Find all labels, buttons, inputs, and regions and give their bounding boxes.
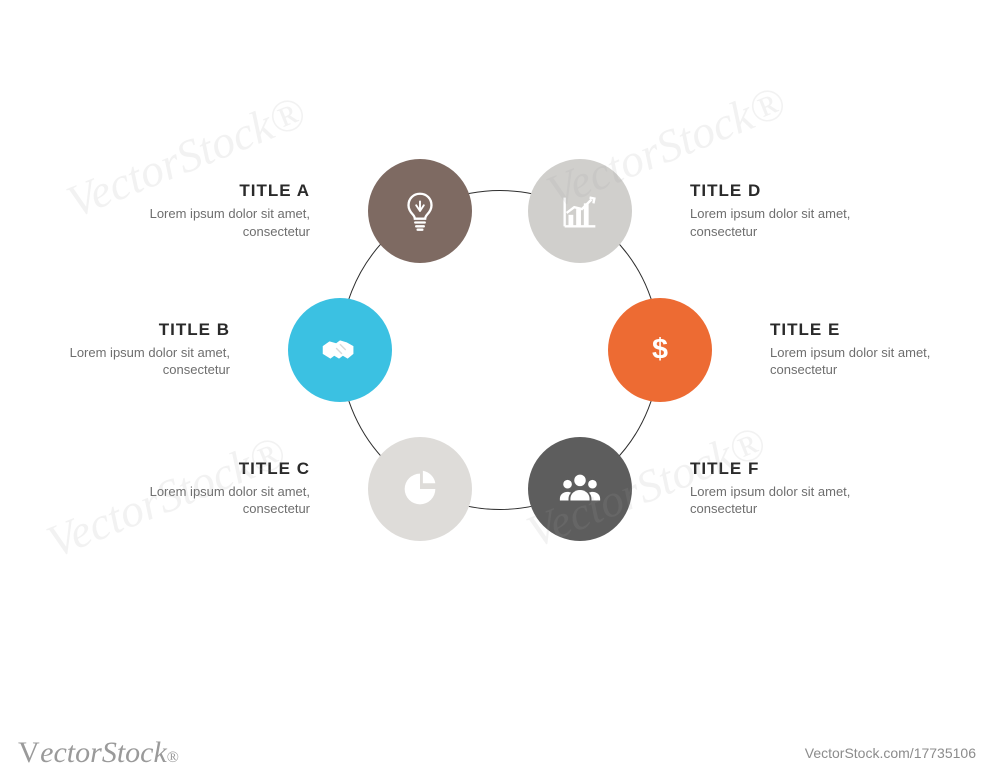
people-icon [557, 466, 603, 512]
label-title: TITLE F [690, 459, 900, 479]
svg-text:$: $ [652, 334, 668, 366]
watermark-bar: VectorStock® VectorStock.com/17735106 [0, 728, 1000, 780]
label-body: Lorem ipsum dolor sit amet, consectetur [690, 483, 900, 518]
label-d: TITLE D Lorem ipsum dolor sit amet, conse… [690, 181, 900, 240]
piechart-icon [397, 466, 443, 512]
node-d [528, 159, 632, 263]
node-e: $ [608, 298, 712, 402]
label-b: TITLE B Lorem ipsum dolor sit amet, conse… [20, 320, 230, 379]
dollar-icon: $ [637, 327, 683, 373]
label-title: TITLE A [100, 181, 310, 201]
label-a: TITLE A Lorem ipsum dolor sit amet, conse… [100, 181, 310, 240]
label-body: Lorem ipsum dolor sit amet, consectetur [770, 344, 980, 379]
node-c [368, 437, 472, 541]
node-f [528, 437, 632, 541]
label-title: TITLE D [690, 181, 900, 201]
handshake-icon [317, 327, 363, 373]
label-e: TITLE E Lorem ipsum dolor sit amet, conse… [770, 320, 980, 379]
label-body: Lorem ipsum dolor sit amet, consectetur [690, 205, 900, 240]
barchart-icon [557, 188, 603, 234]
label-body: Lorem ipsum dolor sit amet, consectetur [100, 483, 310, 518]
infographic-stage: TITLE A Lorem ipsum dolor sit amet, conse… [0, 0, 1000, 780]
node-b [288, 298, 392, 402]
label-f: TITLE F Lorem ipsum dolor sit amet, conse… [690, 459, 900, 518]
label-body: Lorem ipsum dolor sit amet, consectetur [20, 344, 230, 379]
label-title: TITLE E [770, 320, 980, 340]
label-body: Lorem ipsum dolor sit amet, consectetur [100, 205, 310, 240]
watermark-brand: VectorStock® [18, 736, 179, 770]
label-title: TITLE B [20, 320, 230, 340]
label-c: TITLE C Lorem ipsum dolor sit amet, conse… [100, 459, 310, 518]
watermark-image-id: VectorStock.com/17735106 [805, 745, 976, 761]
label-title: TITLE C [100, 459, 310, 479]
node-a [368, 159, 472, 263]
lightbulb-icon [397, 188, 443, 234]
